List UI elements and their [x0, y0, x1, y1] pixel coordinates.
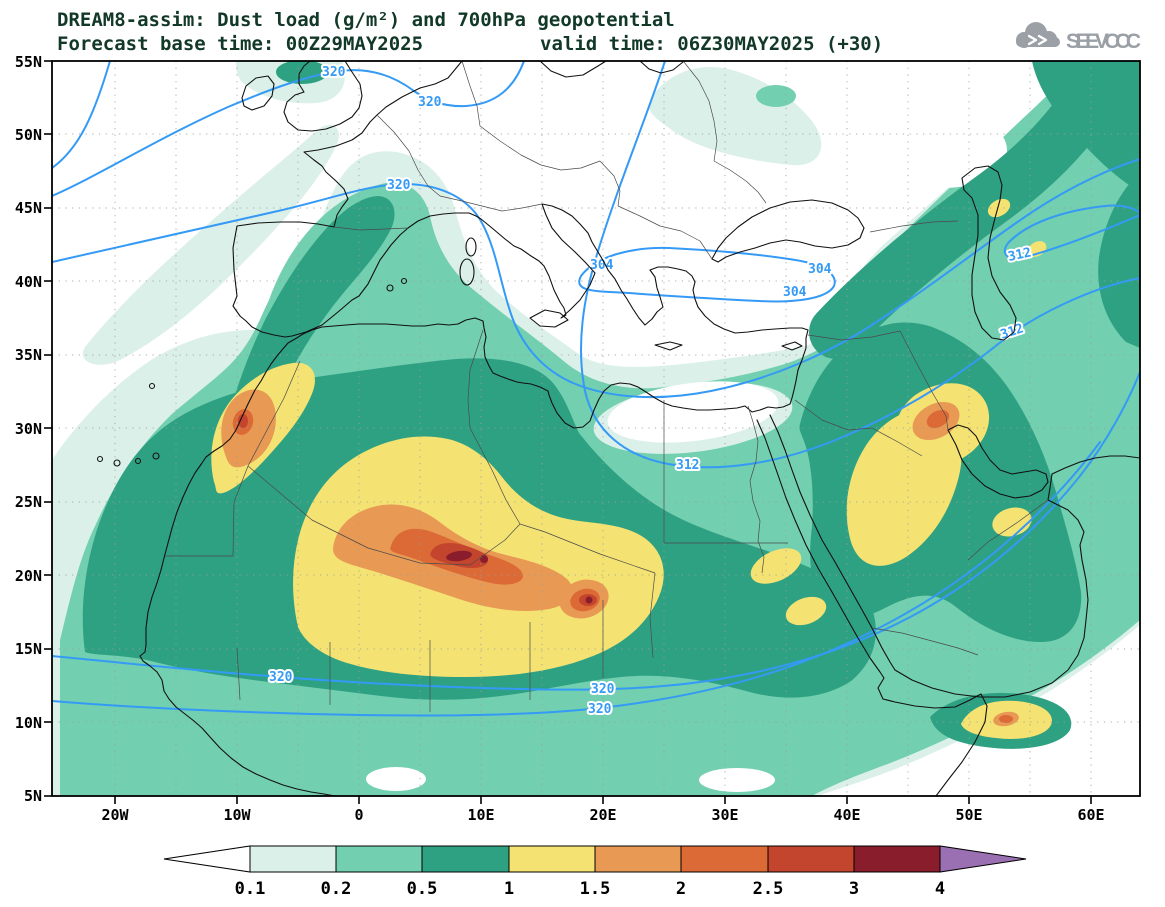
dust-band-caucasus [809, 61, 1124, 359]
svg-text:320: 320 [418, 95, 442, 110]
svg-text:320: 320 [269, 670, 293, 685]
contour-304-loop [578, 246, 836, 303]
svg-text:2.5: 2.5 [753, 879, 784, 899]
contour-320-sahel-2 [52, 441, 1101, 717]
logo-text: SEEVCCC [1066, 30, 1142, 53]
contour-320-france [52, 158, 1140, 399]
svg-text:4: 4 [935, 879, 945, 899]
svg-text:2: 2 [676, 879, 686, 899]
valid-time: valid time: 06Z30MAY2025 (+30) [540, 33, 883, 55]
lat-axis-labels: 55N 50N 45N 40N 35N 30N 25N 20N 15N 10N … [15, 53, 42, 805]
lon-axis-labels: 20W 10W 0 10E 20E 30E 40E 50E 60E [101, 806, 1104, 824]
colorbar-arrow-left [163, 845, 251, 873]
svg-text:20N: 20N [15, 567, 42, 585]
svg-text:10E: 10E [467, 806, 494, 824]
svg-text:25N: 25N [15, 493, 42, 511]
dust-layer-3 [446, 550, 593, 604]
geopotential-contours [52, 61, 1140, 717]
lat-axis-ticks [44, 60, 52, 797]
cloud-arrows-icon [1027, 34, 1048, 46]
svg-text:320: 320 [387, 178, 411, 193]
svg-text:1: 1 [504, 879, 514, 899]
svg-text:30E: 30E [711, 806, 738, 824]
svg-text:20E: 20E [589, 806, 616, 824]
svg-text:15N: 15N [15, 640, 42, 658]
svg-text:96: 96 [37, 133, 58, 154]
contour-320-north [52, 61, 525, 197]
contour-312-main [580, 61, 1140, 469]
svg-text:50N: 50N [15, 126, 42, 144]
svg-text:320: 320 [588, 702, 612, 717]
svg-text:304: 304 [808, 262, 832, 277]
svg-text:0: 0 [354, 806, 363, 824]
svg-text:304: 304 [783, 285, 807, 300]
svg-text:60E: 60E [1077, 806, 1104, 824]
lon-axis-ticks [114, 796, 1092, 804]
contour-312-caspian [1003, 204, 1140, 260]
svg-text:40N: 40N [15, 273, 42, 291]
svg-text:0.2: 0.2 [321, 879, 352, 899]
svg-text:10W: 10W [223, 806, 251, 824]
svg-text:312: 312 [1007, 245, 1033, 265]
svg-text:40E: 40E [833, 806, 860, 824]
seevccc-logo: SEEVCCC [1016, 22, 1142, 53]
svg-text:320: 320 [322, 65, 346, 80]
svg-text:3: 3 [849, 879, 859, 899]
svg-text:20W: 20W [101, 806, 129, 824]
svg-text:10N: 10N [15, 714, 42, 732]
contour-296 [52, 61, 111, 169]
colorbar-labels: 0.1 0.2 0.5 1 1.5 2 2.5 3 4 [235, 879, 945, 899]
country-borders [165, 61, 1049, 712]
svg-text:5N: 5N [24, 787, 42, 805]
forecast-base-time: Forecast base time: 00Z29MAY2025 [57, 33, 423, 55]
plot-title: DREAM8-assim: Dust load (g/m²) and 700hP… [57, 9, 675, 31]
colorbar-arrow-right [939, 845, 1027, 873]
svg-text:50E: 50E [955, 806, 982, 824]
svg-text:45N: 45N [15, 199, 42, 217]
contour-320-sahel-1 [52, 371, 1140, 691]
svg-text:312: 312 [676, 458, 699, 473]
svg-text:0.5: 0.5 [407, 879, 438, 899]
colorbar: 0.1 0.2 0.5 1 1.5 2 2.5 3 4 [163, 845, 1027, 899]
coastlines [96, 61, 1140, 796]
svg-text:55N: 55N [15, 53, 42, 71]
svg-text:0.1: 0.1 [235, 879, 266, 899]
svg-text:35N: 35N [15, 346, 42, 364]
svg-text:30N: 30N [15, 420, 42, 438]
svg-text:1.5: 1.5 [580, 879, 611, 899]
svg-text:320: 320 [591, 682, 615, 697]
map-content: 96 320 320 320 304 304 304 312 312 312 3… [37, 61, 1140, 796]
